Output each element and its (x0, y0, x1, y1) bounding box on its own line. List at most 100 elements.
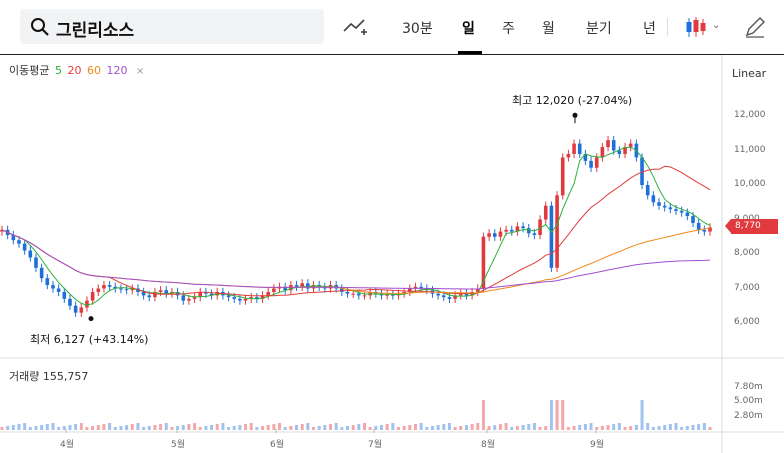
volume-bar (96, 425, 100, 430)
volume-bar (295, 425, 299, 430)
ma60-line (1, 227, 711, 294)
candle-body (645, 185, 650, 196)
volume-bar (238, 425, 242, 430)
volume-bar (408, 425, 412, 430)
volume-bar (606, 425, 610, 430)
volume-bar (510, 427, 514, 430)
tab-month[interactable]: 월 (542, 21, 555, 37)
candle-body (458, 293, 463, 296)
candle-body (481, 236, 486, 289)
volume-bar (600, 426, 604, 430)
volume-bar (272, 424, 276, 430)
tab-week[interactable]: 주 (502, 21, 515, 37)
candle-body (153, 291, 157, 298)
candle-body (532, 233, 537, 236)
volume-bar (215, 424, 219, 430)
x-tick-label: 9월 (590, 440, 605, 450)
pencil-icon[interactable] (742, 14, 768, 40)
chevron-down-icon[interactable]: ⌄ (424, 21, 433, 32)
volume-bar (697, 424, 701, 430)
volume-bar (657, 426, 661, 430)
candle-body (51, 285, 55, 289)
candle-body (232, 297, 237, 299)
draw-trendline-icon[interactable] (342, 14, 368, 40)
candle-body (679, 210, 684, 213)
candle-body (187, 298, 191, 301)
candle-body (572, 143, 576, 154)
volume-bar (68, 425, 72, 430)
volume-bar (136, 423, 140, 430)
candle-body (255, 297, 259, 299)
volume-bar (113, 427, 117, 430)
candle-body (515, 226, 520, 232)
price-chart[interactable] (0, 55, 784, 453)
candlestick-type-icon[interactable] (684, 15, 710, 41)
volume-bar (306, 423, 310, 430)
candle-body (708, 227, 712, 232)
volume-bar (170, 427, 174, 430)
candle-body (340, 288, 344, 292)
tab-30min[interactable]: 30분 (402, 21, 433, 37)
volume-bar (578, 425, 582, 430)
volume-bar (634, 425, 638, 430)
low-annotation: 최저 6,127 (+43.14%) (30, 331, 149, 347)
candle-body (436, 293, 440, 296)
toolbar: 그린리소스 30분 ⌄ 일 주 월 분기 년 ⌄ (0, 0, 784, 55)
volume-bar (527, 424, 531, 430)
tab-year[interactable]: 년 (643, 21, 656, 37)
volume-bar (470, 424, 474, 430)
scale-mode[interactable]: Linear (732, 67, 767, 80)
candle-body (204, 291, 208, 294)
chevron-down-icon[interactable]: ⌄ (712, 20, 721, 31)
candle-body (651, 195, 656, 203)
tab-day[interactable]: 일 (462, 21, 475, 37)
volume-bar (204, 426, 208, 430)
search-input[interactable]: 그린리소스 (56, 21, 135, 41)
moving-average-legend[interactable]: 이동평균 5 20 60 120 × (9, 62, 146, 78)
volume-bar (28, 427, 32, 430)
volume-bar (278, 423, 282, 430)
candle-body (266, 291, 271, 296)
close-icon[interactable]: × (135, 66, 145, 77)
volume-bar (617, 423, 621, 430)
volume-bar (164, 423, 168, 430)
y-tick-label: 9,000 (734, 214, 760, 224)
y-tick-label: 6,000 (734, 317, 760, 327)
tab-quarter[interactable]: 분기 (586, 21, 612, 37)
candle-body (238, 298, 242, 301)
volume-bar (51, 423, 55, 430)
candle-body (181, 295, 186, 301)
volume-bar (351, 425, 355, 430)
volume-bar (708, 427, 712, 430)
candle-body (606, 140, 610, 148)
volume-bar (674, 423, 678, 430)
candle-body (39, 267, 44, 279)
volume-bar (79, 423, 83, 430)
volume-bar (249, 423, 253, 430)
volume-bar (379, 425, 383, 430)
volume-bar (629, 426, 633, 430)
volume-bar (425, 427, 429, 430)
volume-bar (515, 426, 519, 430)
volume-bar (130, 424, 134, 430)
candle-body (68, 298, 72, 306)
candle-body (611, 140, 616, 151)
candle-body (22, 243, 27, 251)
legend-ma120: 120 (106, 64, 128, 77)
search-box[interactable]: 그린리소스 (20, 9, 324, 44)
candle-body (628, 143, 633, 148)
volume-bar (476, 423, 480, 430)
candle-body (419, 286, 423, 289)
candle-body (62, 291, 67, 299)
volume-bar (566, 427, 570, 430)
volume-bar (312, 427, 316, 430)
volume-tick-label: 7.80m (734, 382, 763, 392)
volume-bar (549, 400, 553, 430)
volume-bar (0, 427, 4, 430)
volume-bar (572, 426, 576, 430)
volume-bar (532, 423, 536, 430)
candle-body (560, 157, 565, 196)
candle-body (192, 297, 197, 299)
volume-bar (210, 425, 214, 430)
